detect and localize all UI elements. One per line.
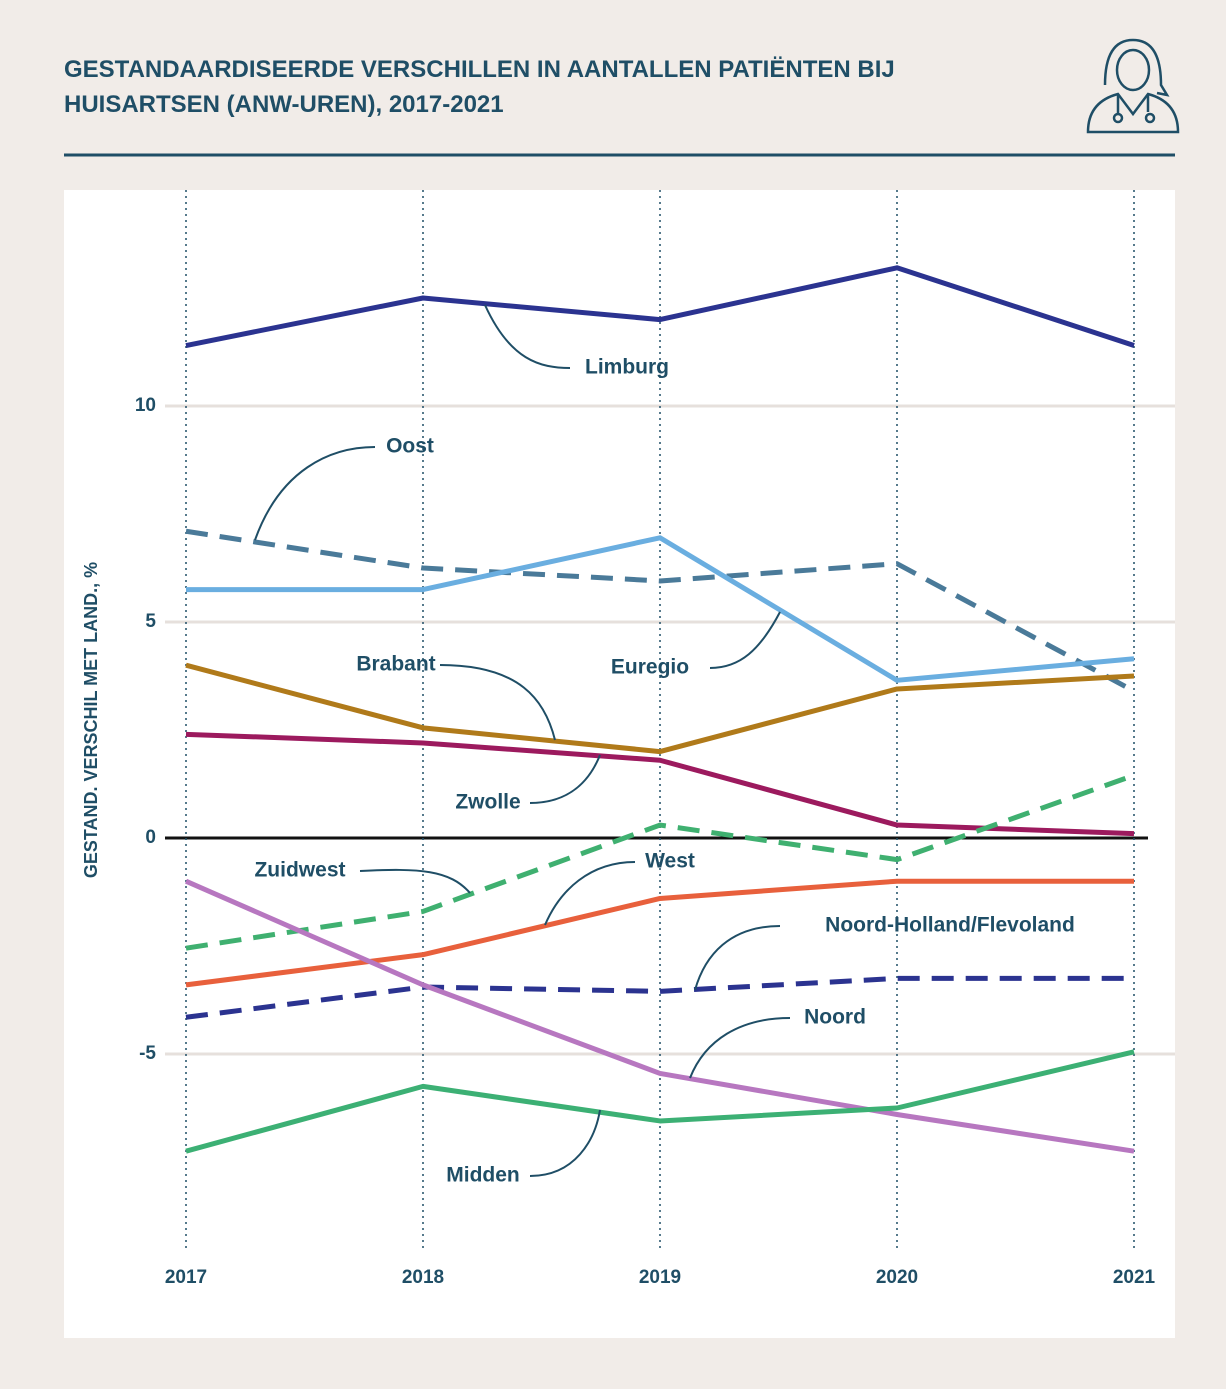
series-line — [185, 528, 1136, 694]
leader-line — [439, 664, 556, 741]
series-line — [186, 535, 1135, 683]
chart-title: GESTANDAARDISEERDE VERSCHILLEN IN AANTAL… — [64, 56, 895, 118]
series-line — [185, 265, 1135, 348]
leader-line — [689, 1017, 791, 1079]
x-tick-label: 2018 — [402, 1267, 444, 1288]
series-label: Brabant — [356, 653, 435, 676]
x-tick-label: 2020 — [876, 1267, 918, 1288]
series-label: Zwolle — [455, 791, 520, 814]
leader-line — [544, 861, 636, 926]
leader-line — [359, 868, 471, 894]
series-label: Euregio — [611, 656, 689, 679]
leader-line — [254, 446, 376, 541]
series-line — [185, 1049, 1135, 1154]
y-axis-label: GESTAND. VERSCHIL MET LAND., % — [81, 562, 101, 878]
doctor-icon — [1086, 38, 1180, 134]
series-label: Oost — [386, 435, 434, 458]
series-label: Zuidwest — [254, 859, 345, 882]
x-tick-label: 2017 — [165, 1267, 207, 1288]
leader-line — [529, 1109, 601, 1177]
x-tick-label: 2019 — [639, 1267, 681, 1288]
series-line — [185, 878, 1134, 988]
y-tick-label: 0 — [145, 827, 156, 848]
leader-line — [709, 611, 781, 669]
series-line — [184, 878, 1135, 1154]
series-line — [185, 662, 1135, 755]
series-label: Noord-Holland/Flevoland — [825, 914, 1075, 937]
leader-line — [484, 304, 571, 369]
series-line — [185, 773, 1135, 951]
series-line — [185, 731, 1135, 837]
leader-line — [529, 754, 601, 804]
y-tick-label: 5 — [145, 611, 156, 632]
series-label: Limburg — [585, 356, 669, 379]
y-tick-label: 10 — [135, 395, 156, 416]
series-label: Noord — [804, 1006, 866, 1029]
leader-line — [694, 925, 781, 991]
series-line — [185, 975, 1134, 1020]
series-label: Midden — [446, 1164, 520, 1187]
series-label: West — [645, 850, 695, 873]
plot-background — [64, 190, 1175, 1338]
x-tick-label: 2021 — [1113, 1267, 1156, 1288]
y-tick-label: -5 — [139, 1043, 156, 1064]
